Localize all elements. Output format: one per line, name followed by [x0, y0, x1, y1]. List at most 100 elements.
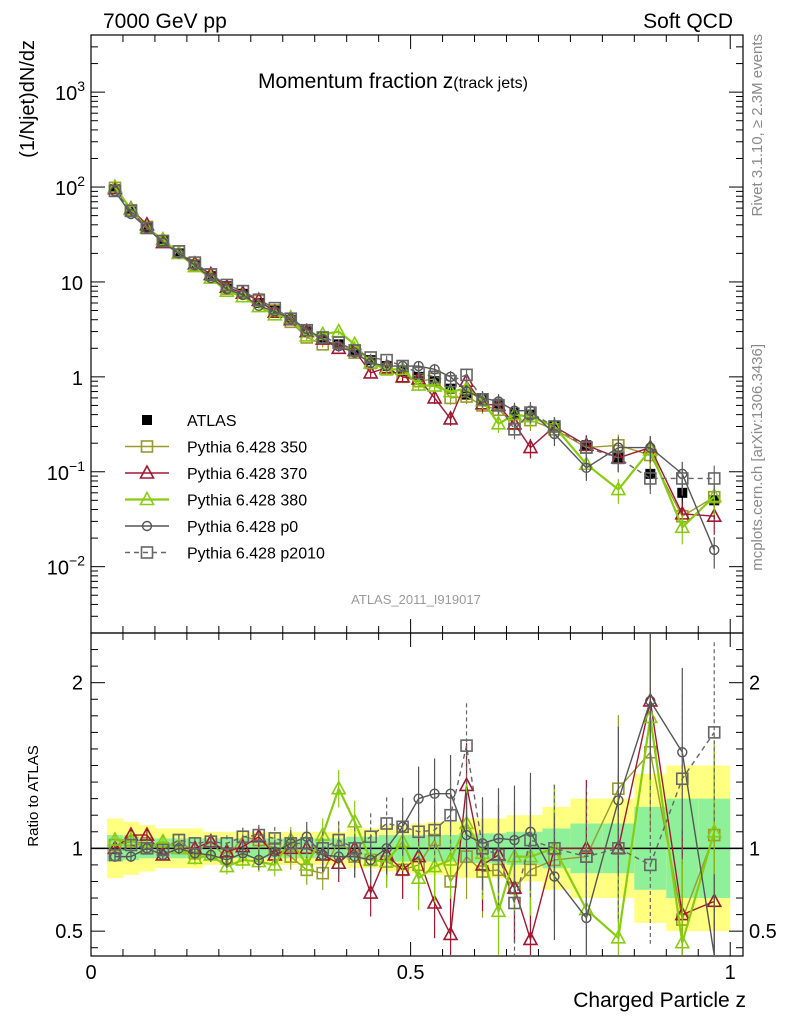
ratio-point: [394, 861, 411, 876]
data-point: [348, 344, 361, 357]
data-point: [284, 312, 298, 325]
data-point: [300, 323, 314, 337]
y-tick-label: 10: [61, 273, 83, 295]
ratio-point: [380, 817, 393, 830]
main-frame: [90, 34, 744, 634]
ratio-data-layer: [107, 634, 723, 956]
data-point: [461, 386, 472, 397]
ratio-point: [707, 726, 721, 739]
data-point: [442, 382, 459, 398]
data-point: [362, 364, 379, 379]
ratio-point: [610, 929, 627, 944]
legend-marker: [139, 464, 155, 479]
ratio-point: [508, 896, 521, 910]
ratio-point: [284, 837, 298, 850]
ratio-y-tick-label-right: 2: [749, 673, 760, 695]
ratio-point: [490, 902, 507, 918]
ratio-point: [300, 837, 314, 850]
ratio-point: [476, 842, 489, 855]
data-point: [706, 487, 723, 503]
data-point: [252, 293, 266, 307]
ratio-point: [460, 739, 473, 752]
ratio-series-line-3: [114, 699, 715, 956]
legend-marker: [139, 490, 155, 506]
ratio-point: [426, 894, 443, 909]
data-point: [412, 366, 425, 380]
rivet-label: Rivet 3.1.10, ≥ 2.3M events: [749, 34, 766, 217]
legend-marker: [141, 520, 153, 532]
data-point: [236, 284, 250, 298]
ratio-point: [124, 838, 138, 852]
series-line-5: [114, 190, 715, 480]
watermark: ATLAS_2011_I919017: [351, 592, 481, 607]
y-tick-label: 1: [72, 368, 83, 390]
y-tick-label: 102: [55, 173, 85, 200]
legend-marker: [140, 546, 154, 559]
x-axis-label: Charged Particle z: [573, 989, 746, 1012]
ratio-point: [234, 851, 251, 866]
ratio-point: [237, 848, 249, 859]
ratio-point: [298, 856, 315, 871]
x-tick-label: 0.5: [397, 962, 425, 984]
ratio-point: [317, 849, 328, 861]
ratio-point: [221, 854, 233, 866]
data-point: [426, 377, 443, 392]
ratio-point: [268, 832, 282, 845]
ratio-point: [332, 833, 345, 847]
data-point: [580, 441, 593, 454]
data-point: [442, 410, 459, 425]
data-point: [490, 415, 507, 430]
y-tick-label: 10−1: [47, 458, 85, 485]
ratio-point: [675, 772, 689, 786]
data-point: [204, 268, 218, 281]
ratio-point: [612, 842, 625, 855]
data-point: [509, 405, 520, 416]
ratio-point: [644, 858, 657, 872]
data-point: [108, 184, 122, 198]
legend-marker: [140, 440, 154, 453]
legend-marker: [142, 415, 152, 425]
ratio-point: [269, 846, 280, 857]
data-point: [188, 256, 202, 269]
ratio-point: [492, 848, 505, 862]
x-tick-label: 1: [725, 962, 736, 984]
ratio-point: [125, 851, 137, 862]
mcplots-label: mcplots.cern.ch [arXiv:1306.3436]: [749, 344, 766, 571]
ratio-point: [461, 829, 472, 841]
data-point: [396, 359, 409, 373]
data-point: [492, 399, 505, 412]
ratio-point: [580, 850, 593, 863]
ratio-point: [442, 925, 459, 941]
data-point: [285, 313, 296, 324]
legend-label: Pythia 6.428 380: [187, 493, 307, 510]
data-point: [394, 368, 411, 383]
y-tick-label: 10−2: [47, 553, 85, 580]
ratio-point: [362, 884, 379, 899]
ratio-point: [316, 842, 330, 855]
ratio-point: [252, 828, 266, 842]
ratio-point: [677, 747, 688, 758]
main-axes: 10−2 10−1 1 10 102 103: [47, 34, 744, 634]
main-data-layer: [107, 178, 723, 569]
ratio-point: [410, 869, 427, 884]
data-point: [380, 353, 393, 367]
data-point: [364, 351, 377, 364]
ratio-point: [525, 826, 536, 837]
data-point: [709, 544, 720, 556]
data-point: [332, 336, 345, 349]
data-point: [124, 204, 138, 218]
legend-label: Pythia 6.428 p0: [187, 519, 298, 536]
data-point: [444, 374, 457, 388]
data-point: [645, 442, 656, 453]
ratio-point: [266, 856, 283, 871]
ratio-point: [346, 813, 363, 828]
data-point: [508, 423, 521, 436]
ratio-point: [426, 857, 443, 873]
legend-label: ATLAS: [187, 413, 237, 430]
data-point: [141, 222, 153, 234]
ratio-point: [330, 780, 347, 795]
main-y-axis-label: (1/Njet)dN/dz: [17, 40, 39, 158]
ratio-y-tick-label: 1: [72, 838, 83, 860]
header-left: 7000 GeV pp: [103, 10, 227, 33]
data-point: [156, 234, 170, 248]
